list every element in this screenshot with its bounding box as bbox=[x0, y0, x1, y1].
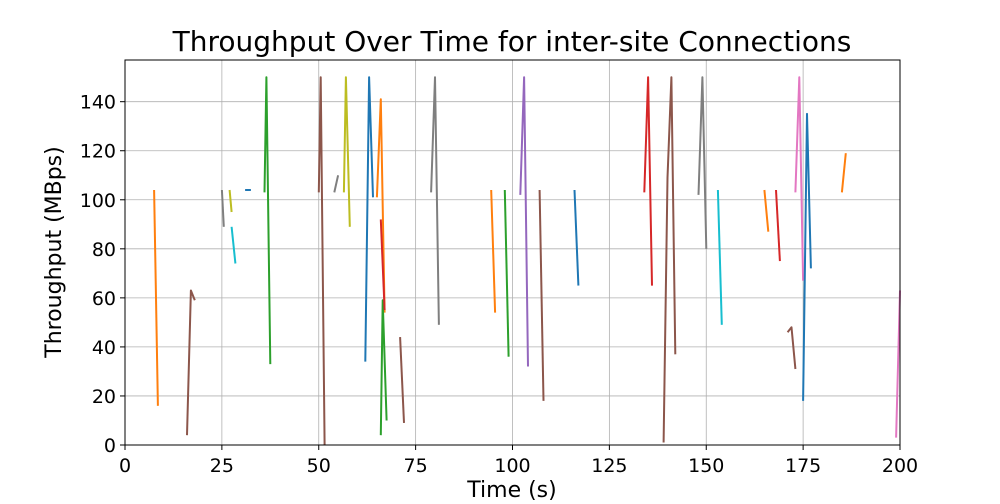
x-tick-label: 25 bbox=[210, 455, 234, 477]
series-line-7 bbox=[263, 76, 272, 365]
series-line-3 bbox=[220, 189, 225, 227]
y-tick-label: 40 bbox=[92, 337, 116, 359]
series-line-26 bbox=[763, 189, 770, 232]
y-tick-label: 20 bbox=[92, 386, 116, 408]
series-line-13 bbox=[379, 299, 388, 436]
y-axis-label: Throughput (MBps) bbox=[42, 146, 67, 358]
chart-title: Throughput Over Time for inter-site Conn… bbox=[172, 25, 852, 58]
series-line-20 bbox=[538, 189, 545, 401]
y-tick-label: 0 bbox=[104, 435, 116, 457]
series-line-32 bbox=[895, 290, 901, 438]
data-series bbox=[153, 76, 901, 446]
x-tick-label: 100 bbox=[494, 455, 530, 477]
y-tick-label: 120 bbox=[80, 141, 116, 163]
series-line-11 bbox=[364, 76, 374, 362]
series-line-18 bbox=[503, 189, 510, 357]
y-tick-label: 80 bbox=[92, 239, 116, 261]
series-line-24 bbox=[697, 76, 708, 249]
x-tick-label: 175 bbox=[785, 455, 821, 477]
series-line-23 bbox=[662, 76, 677, 443]
y-tick-label: 100 bbox=[80, 190, 116, 212]
series-line-15 bbox=[399, 337, 405, 423]
series-line-30 bbox=[802, 112, 812, 401]
series-line-9 bbox=[333, 175, 340, 193]
series-line-25 bbox=[716, 189, 723, 325]
series-line-12 bbox=[375, 98, 386, 313]
series-line-4 bbox=[228, 189, 233, 213]
series-line-28 bbox=[786, 326, 797, 370]
x-tick-label: 200 bbox=[882, 455, 918, 477]
series-line-21 bbox=[573, 189, 580, 286]
series-line-1 bbox=[153, 189, 159, 406]
series-line-10 bbox=[342, 76, 351, 227]
series-line-27 bbox=[775, 189, 781, 262]
series-line-2 bbox=[186, 289, 196, 436]
series-line-31 bbox=[840, 153, 847, 193]
x-axis-label: Time (s) bbox=[466, 478, 556, 500]
axis-ticks: 0 25 50 75 100 125 150 175 200 0 20 40 60 80 100 120 140 bbox=[80, 92, 918, 477]
y-tick-label: 140 bbox=[80, 92, 116, 114]
series-line-29 bbox=[794, 76, 805, 281]
series-line-5 bbox=[230, 226, 237, 264]
series-line-14 bbox=[379, 219, 386, 311]
x-tick-label: 125 bbox=[591, 455, 627, 477]
series-line-16 bbox=[430, 76, 440, 325]
series-line-8 bbox=[317, 76, 326, 446]
x-tick-label: 75 bbox=[404, 455, 428, 477]
series-line-19 bbox=[519, 76, 529, 367]
x-tick-label: 0 bbox=[119, 455, 131, 477]
y-tick-label: 60 bbox=[92, 288, 116, 310]
series-line-22 bbox=[643, 76, 653, 286]
series-line-17 bbox=[490, 189, 497, 313]
x-tick-label: 50 bbox=[307, 455, 331, 477]
x-tick-label: 150 bbox=[688, 455, 724, 477]
